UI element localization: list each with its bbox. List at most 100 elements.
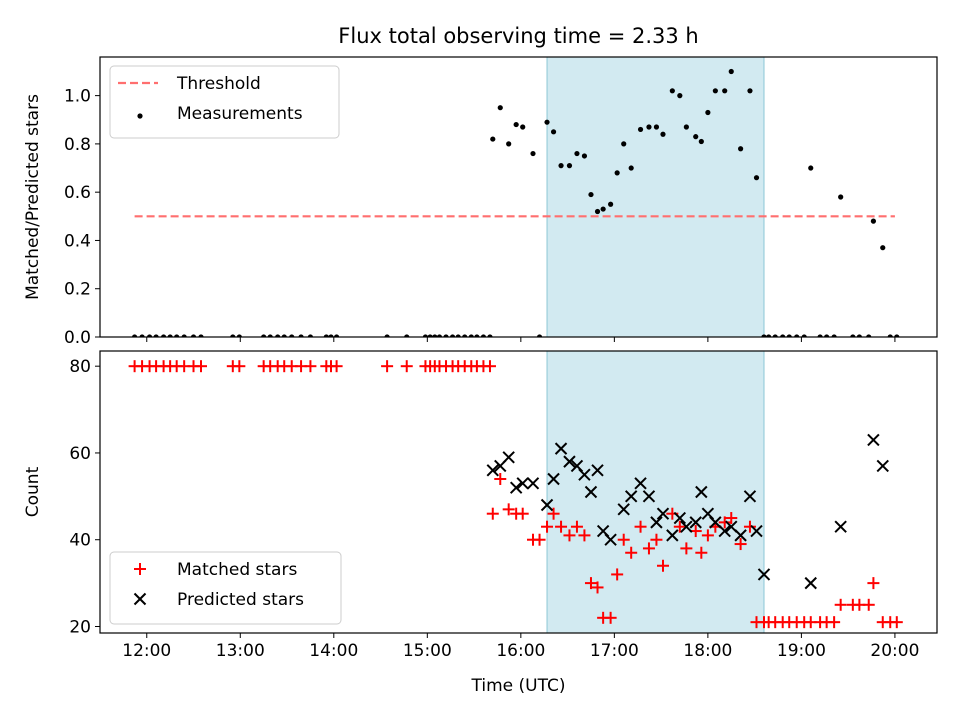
panel-top-y-tick-label: 0.2 bbox=[64, 280, 91, 300]
panel-bottom-series-predicted-stars-point bbox=[734, 529, 747, 542]
panel-top-series-measurements-point bbox=[550, 129, 557, 135]
panel-bottom-series-matched-stars-point bbox=[547, 507, 560, 520]
panel-top-series-measurements-point bbox=[712, 88, 718, 94]
panel-bottom-series-matched-stars-point bbox=[381, 360, 394, 373]
panel-top-y-axis-label: Matched/Predicted stars bbox=[23, 94, 43, 300]
panel-bottom-series-predicted-stars-point-b bbox=[834, 520, 847, 533]
panel-top-series-measurements-point bbox=[449, 334, 456, 337]
panel-bottom-series-predicted-stars-point-b bbox=[734, 529, 747, 542]
panel-top-series-measurements-point bbox=[174, 334, 180, 337]
panel-bottom-series-predicted-stars-point bbox=[757, 568, 771, 581]
panel-top-series-measurements-point bbox=[558, 163, 564, 169]
panel-top-series-measurements-point bbox=[838, 194, 844, 200]
panel-bottom-x-tick-label: 14:00 bbox=[309, 641, 358, 661]
panel-bottom-series-predicted-stars-point-b bbox=[642, 490, 656, 503]
panel-top-series-measurements-point bbox=[588, 191, 594, 198]
panel-top-series-measurements-point bbox=[160, 334, 167, 337]
panel-bottom-series-matched-stars-point bbox=[578, 529, 591, 542]
panel-bottom-series-predicted-stars-point-b bbox=[656, 507, 670, 520]
panel-top-series-measurements-point bbox=[436, 334, 443, 337]
panel-top-series-measurements-point bbox=[677, 93, 683, 99]
panel-bottom-series-matched-stars-point bbox=[867, 577, 880, 590]
panel-top-y-tick-label: 0.8 bbox=[64, 135, 91, 155]
panel-top-legend-item-measurements-swatch bbox=[137, 113, 143, 119]
panel-top-series-measurements-point bbox=[566, 163, 573, 169]
panel-top-series-measurements-point bbox=[801, 334, 807, 337]
panel-top-y-tick-label: 1.0 bbox=[64, 87, 91, 107]
panel-top-series-measurements-point bbox=[722, 88, 728, 94]
panel-bottom-series-matched-stars-point bbox=[195, 360, 208, 373]
panel-bottom-series-matched-stars-point bbox=[625, 546, 638, 559]
panel-top-series-measurements-point bbox=[747, 88, 753, 94]
panel-bottom-series-predicted-stars-point bbox=[718, 524, 731, 538]
panel-top-series-measurements-point bbox=[594, 208, 601, 215]
panel-top-series-measurements-point bbox=[443, 334, 449, 337]
panel-bottom-series-matched-stars-point bbox=[400, 360, 413, 373]
panel-bottom-series-matched-stars-point bbox=[494, 472, 507, 485]
panel-top-series-measurements-point bbox=[574, 150, 580, 157]
panel-top-series-measurements-point bbox=[683, 124, 689, 130]
panel-bottom-series-predicted-stars-point-b bbox=[867, 433, 880, 447]
panel-top-series-measurements-point bbox=[490, 136, 496, 142]
panel-top-series-measurements-point bbox=[780, 334, 786, 337]
panel-bottom-series-predicted-stars-point-b bbox=[624, 490, 638, 503]
panel-top-series-measurements-point bbox=[432, 334, 438, 337]
panel-bottom-series-matched-stars-point bbox=[862, 598, 875, 611]
panel-bottom-series-predicted-stars-point-b bbox=[673, 511, 687, 525]
panel-top-series-measurements-point bbox=[153, 334, 159, 337]
panel-top-series-measurements-point bbox=[289, 334, 295, 337]
panel-top-legend-item-threshold: Threshold bbox=[118, 74, 261, 94]
panel-bottom-series-predicted-stars-point bbox=[624, 490, 638, 503]
panel-top-series-measurements-point bbox=[530, 150, 536, 157]
panel-top-series-measurements-point bbox=[894, 334, 900, 337]
panel-bottom-legend-item-matched-stars-swatch bbox=[134, 563, 146, 575]
panel-top-series-measurements-point bbox=[794, 334, 800, 337]
panel-bottom-series-matched-stars-point bbox=[563, 529, 576, 542]
panel-top-series-measurements-point bbox=[198, 334, 204, 337]
panel-bottom-series-predicted-stars-point bbox=[680, 520, 693, 533]
panel-bottom-series-matched-stars-point bbox=[656, 559, 669, 572]
panel-top-series-measurements-point bbox=[455, 334, 461, 337]
panel-bottom-series-matched-stars-point bbox=[642, 542, 655, 555]
panel-top-series-measurements-point bbox=[422, 334, 429, 337]
panel-top-series-measurements-point bbox=[544, 119, 550, 125]
panel-top-series-measurements-point bbox=[328, 334, 334, 337]
panel-bottom-series-predicted-stars-point bbox=[666, 529, 679, 542]
panel-bottom-series-predicted-stars-point bbox=[547, 472, 560, 486]
panel-bottom-series-predicted-stars-point bbox=[617, 503, 630, 516]
panel-bottom-series-predicted-stars-point bbox=[604, 533, 617, 546]
panel-bottom-series-predicted-stars-point bbox=[502, 451, 515, 464]
panel-top-series-measurements-point bbox=[850, 334, 856, 337]
panel-bottom-series-matched-stars-point bbox=[304, 360, 317, 373]
panel-bottom-series-matched-stars-point bbox=[634, 520, 647, 533]
panel-bottom-series-matched-stars-point bbox=[516, 507, 529, 520]
panel-top-series-measurements-point bbox=[761, 334, 767, 337]
panel-top-series-measurements-point bbox=[506, 141, 512, 147]
panel-bottom-series-predicted-stars-point-b bbox=[516, 477, 529, 490]
panel-top-series-measurements-point bbox=[693, 134, 699, 140]
panel-bottom: 12:00 13:00 14:00 15:00 16:00 17:00 18:00 19:00… bbox=[23, 350, 938, 661]
panel-top-series-measurements-point bbox=[146, 334, 153, 337]
panel-top-series-measurements bbox=[132, 68, 900, 337]
panel-bottom-series-predicted-stars-point-b bbox=[554, 442, 568, 455]
panel-top-series-measurements-point bbox=[323, 334, 329, 337]
panel-bottom-series-matched-stars-point bbox=[541, 520, 554, 533]
panel-top-series-measurements-point bbox=[887, 334, 893, 337]
panel-bottom-series-predicted-stars-point bbox=[689, 516, 702, 529]
panel-top-series-measurements-point bbox=[281, 334, 287, 337]
panel-top-series-measurements-point bbox=[628, 165, 634, 171]
panel-top-axes-frame bbox=[99, 56, 938, 338]
panel-bottom-series-matched-stars-point bbox=[734, 538, 747, 551]
panel-bottom-legend-box bbox=[109, 551, 342, 625]
panel-bottom-series-predicted-stars-point-b bbox=[570, 459, 584, 473]
panel-bottom-series-matched-stars-point bbox=[834, 598, 847, 611]
panel-top-legend-item-measurements: Measurements bbox=[137, 104, 303, 124]
panel-top-series-measurements-point bbox=[738, 146, 744, 152]
panel-bottom-plot-area bbox=[128, 360, 903, 629]
panel-bottom-legend: Matched stars Predicted stars bbox=[109, 551, 342, 625]
panel-bottom-x-tick-label: 18:00 bbox=[683, 641, 732, 661]
panel-top-series-measurements-point bbox=[705, 109, 711, 116]
panel-bottom-y-tick-label: 60 bbox=[69, 444, 91, 464]
panel-top-series-measurements-point bbox=[487, 334, 493, 337]
